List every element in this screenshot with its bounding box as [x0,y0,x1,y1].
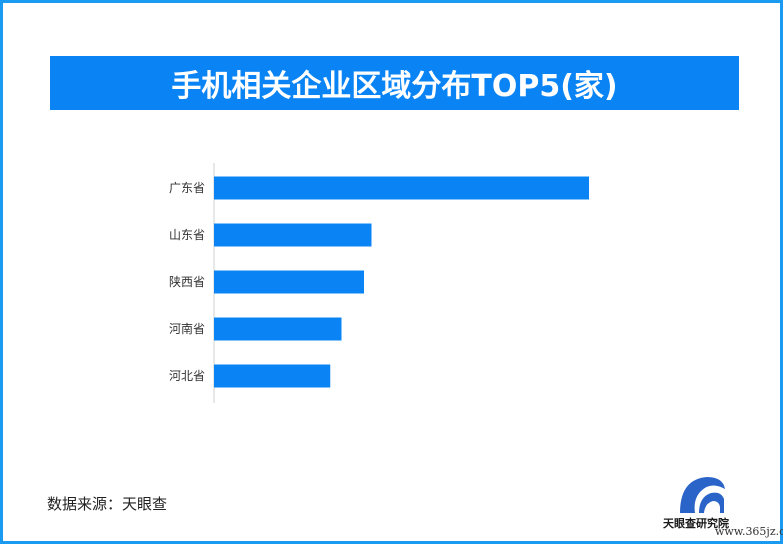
category-label-1: 山东省 [169,228,205,242]
category-label-3: 河南省 [169,321,205,336]
logo: 天眼查研究院 www.365jz.com [663,473,783,543]
watermark: www.365jz.com [715,525,783,538]
bar-0 [214,176,589,200]
bar-1 [214,223,372,247]
logo-icon [680,477,725,513]
title-banner: 手机相关企业区域分布TOP5(家) [50,56,739,110]
chart-title: 手机相关企业区域分布TOP5(家) [171,69,618,104]
bar-4 [214,364,331,388]
category-label-4: 河北省 [169,369,205,383]
bar-2 [214,270,364,294]
bar-3 [214,317,342,341]
logo-name: 天眼查研究院 [663,517,729,530]
data-source: 数据来源：天眼查 [47,495,168,513]
category-label-2: 陕西省 [169,274,205,289]
category-label-0: 广东省 [169,181,205,195]
